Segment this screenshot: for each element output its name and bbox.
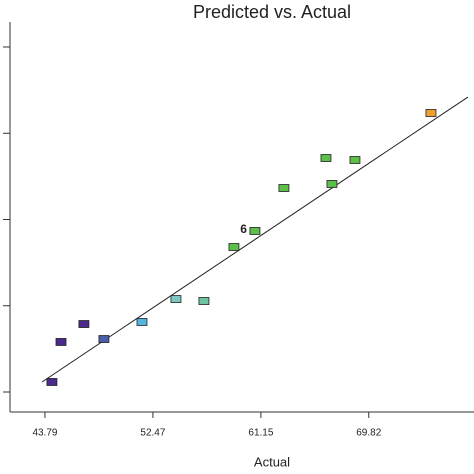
point [198,297,210,305]
point [98,335,110,343]
x-tick-label: 52.47 [140,428,165,439]
point [55,338,67,346]
point [170,295,182,303]
x-tick-label: 69.82 [356,428,381,439]
point [78,320,90,328]
point [249,227,261,235]
fit-line [41,96,469,383]
point [46,378,58,386]
x-tick-label: 61.15 [248,428,273,439]
point [278,184,290,192]
point [349,156,361,164]
point [228,243,240,251]
point [320,154,332,162]
chart-title: Predicted vs. Actual [193,2,351,22]
x-tick-label: 43.79 [32,428,57,439]
point [136,318,148,326]
point [326,180,338,188]
annotation: 6 [240,222,247,236]
point [425,109,437,117]
x-axis-label: Actual [254,454,290,469]
